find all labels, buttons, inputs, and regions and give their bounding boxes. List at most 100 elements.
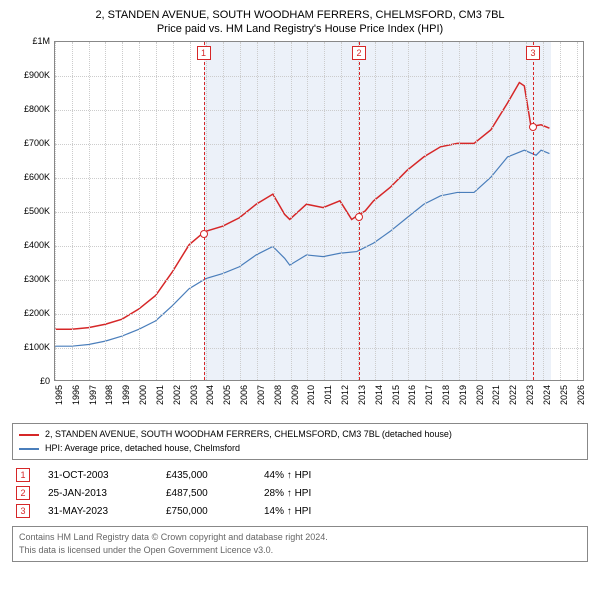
page-title: 2, STANDEN AVENUE, SOUTH WOODHAM FERRERS… [12,8,588,23]
gridline-v [274,42,275,380]
x-tick-label: 2022 [508,385,518,405]
gridline-h [55,348,583,349]
y-tick-label: £700K [24,138,50,148]
sale-row: 1 31-OCT-2003 £435,000 44% ↑ HPI [12,466,588,484]
x-tick-label: 2011 [323,385,333,404]
gridline-v [341,42,342,380]
y-tick-label: £400K [24,240,50,250]
x-tick-label: 2004 [205,385,215,405]
x-tick-label: 1998 [104,385,114,405]
x-axis: 1995 1996 1997 1998 1999 2000 2001 2002 2003 2004… [54,383,584,421]
gridline-v [190,42,191,380]
x-tick-label: 2006 [239,385,249,405]
gridline-h [55,280,583,281]
gridline-v [492,42,493,380]
sale-row-marker: 3 [16,504,30,518]
sale-marker-dot [529,123,537,131]
x-tick-label: 2007 [256,385,266,405]
page-subtitle: Price paid vs. HM Land Registry's House … [12,23,588,35]
y-tick-label: £600K [24,172,50,182]
gridline-v [89,42,90,380]
legend-box: 2, STANDEN AVENUE, SOUTH WOODHAM FERRERS… [12,423,588,460]
sale-marker-line [204,42,205,380]
gridline-v [257,42,258,380]
gridline-h [55,144,583,145]
x-tick-label: 2024 [542,385,552,405]
gridline-v [392,42,393,380]
gridline-v [476,42,477,380]
x-tick-label: 2005 [222,385,232,405]
legend-swatch [19,434,39,436]
gridline-v [139,42,140,380]
gridline-v [173,42,174,380]
x-tick-label: 1995 [54,385,64,405]
sale-marker-dot [200,230,208,238]
gridline-v [105,42,106,380]
x-tick-label: 2002 [172,385,182,405]
gridline-h [55,212,583,213]
x-tick-label: 2015 [391,385,401,405]
legend-item: 2, STANDEN AVENUE, SOUTH WOODHAM FERRERS… [19,428,581,442]
x-tick-label: 2003 [189,385,199,405]
sales-table: 1 31-OCT-2003 £435,000 44% ↑ HPI 2 25-JAN-201… [12,466,588,520]
sale-row-marker: 1 [16,468,30,482]
gridline-v [408,42,409,380]
gridline-v [543,42,544,380]
x-tick-label: 2017 [424,385,434,405]
y-tick-label: £900K [24,70,50,80]
sale-delta: 14% ↑ HPI [264,506,364,517]
x-tick-label: 2018 [441,385,451,405]
gridline-v [577,42,578,380]
sale-date: 25-JAN-2013 [48,488,148,499]
sale-marker-dot [355,213,363,221]
x-tick-label: 2013 [357,385,367,405]
x-tick-label: 2019 [458,385,468,405]
sale-marker-box: 2 [352,46,366,60]
sale-row-marker: 2 [16,486,30,500]
footer-attribution: Contains HM Land Registry data © Crown c… [12,526,588,561]
gridline-h [55,76,583,77]
sale-delta: 44% ↑ HPI [264,470,364,481]
gridline-v [206,42,207,380]
x-tick-label: 2009 [290,385,300,405]
sale-price: £435,000 [166,470,246,481]
gridline-h [55,110,583,111]
gridline-h [55,314,583,315]
gridline-v [526,42,527,380]
sale-row: 2 25-JAN-2013 £487,500 28% ↑ HPI [12,484,588,502]
sale-marker-box: 1 [197,46,211,60]
sale-price: £750,000 [166,506,246,517]
x-tick-label: 2016 [407,385,417,405]
x-tick-label: 2001 [155,385,165,405]
gridline-h [55,178,583,179]
y-tick-label: £100K [24,342,50,352]
y-tick-label: £1M [32,36,50,46]
sale-marker-box: 3 [526,46,540,60]
y-tick-label: £200K [24,308,50,318]
sale-delta: 28% ↑ HPI [264,488,364,499]
gridline-h [55,246,583,247]
x-tick-label: 1999 [121,385,131,405]
sale-date: 31-OCT-2003 [48,470,148,481]
x-tick-label: 2008 [273,385,283,405]
gridline-v [72,42,73,380]
x-tick-label: 2025 [559,385,569,405]
gridline-v [459,42,460,380]
legend-item: HPI: Average price, detached house, Chel… [19,442,581,456]
sale-marker-line [533,42,534,380]
gridline-v [156,42,157,380]
gridline-v [324,42,325,380]
x-tick-label: 2026 [576,385,586,405]
x-tick-label: 1996 [71,385,81,405]
gridline-v [560,42,561,380]
sale-price: £487,500 [166,488,246,499]
x-tick-label: 2000 [138,385,148,405]
gridline-v [442,42,443,380]
x-tick-label: 1997 [88,385,98,405]
y-tick-label: £800K [24,104,50,114]
x-tick-label: 2012 [340,385,350,405]
x-tick-label: 2021 [491,385,501,405]
y-tick-label: £0 [40,376,50,386]
gridline-v [307,42,308,380]
sale-date: 31-MAY-2023 [48,506,148,517]
